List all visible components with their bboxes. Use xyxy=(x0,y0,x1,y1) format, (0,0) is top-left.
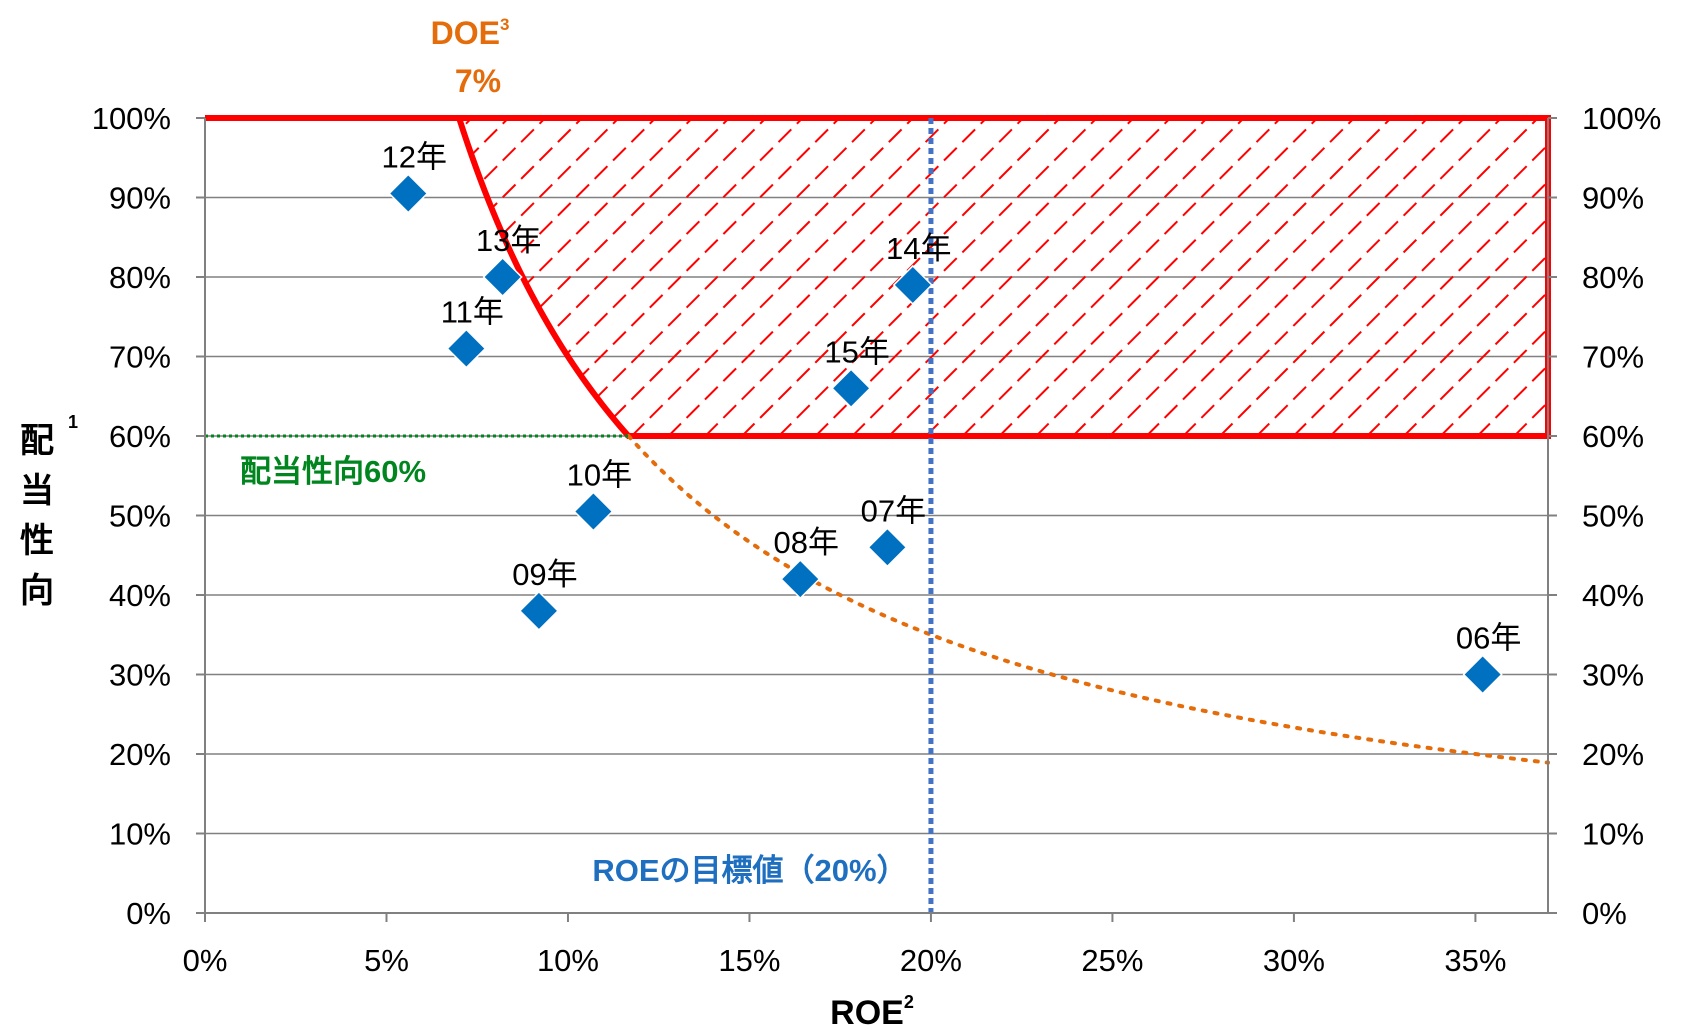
y-tick-label: 20% xyxy=(109,737,171,772)
target-region-outline xyxy=(205,115,1551,439)
y2-tick-label: 80% xyxy=(1582,260,1644,295)
x-tick-label: 35% xyxy=(1444,943,1506,978)
axes: 0% 5% 10% 15% 20% 25% 30% 35% 0% 0% 10% 10% 20% 20% 30… xyxy=(92,101,1662,978)
data-point-label: 10年 xyxy=(567,458,632,493)
y2-tick-label: 50% xyxy=(1582,499,1644,534)
data-point-label: 14年 xyxy=(886,231,951,266)
data-point-label: 11年 xyxy=(441,295,504,330)
data-point-label: 08年 xyxy=(774,525,839,560)
data-point-label: 06年 xyxy=(1456,621,1521,656)
y-axis-title-char: 当 xyxy=(20,472,54,510)
data-point-marker xyxy=(518,590,559,631)
y-tick-label: 40% xyxy=(109,578,171,613)
x-tick-label: 15% xyxy=(718,943,780,978)
data-point-label: 15年 xyxy=(824,334,889,369)
y-tick-label: 30% xyxy=(109,658,171,693)
data-point-marker xyxy=(867,527,908,568)
data-point-marker xyxy=(388,173,429,214)
doe-value-label: 7% xyxy=(455,63,501,99)
y-tick-label: 60% xyxy=(109,419,171,454)
y2-tick-label: 20% xyxy=(1582,737,1644,772)
data-point-marker xyxy=(780,559,821,600)
y2-tick-label: 10% xyxy=(1582,817,1644,852)
y-axis-title-char: 性 xyxy=(20,522,54,560)
x-tick-label: 30% xyxy=(1263,943,1325,978)
x-tick-label: 5% xyxy=(364,943,409,978)
y-tick-label: 70% xyxy=(109,340,171,375)
data-point-label: 12年 xyxy=(382,140,447,175)
y2-tick-label: 70% xyxy=(1582,340,1644,375)
data-point-label: 07年 xyxy=(861,493,926,528)
data-point-label: 13年 xyxy=(476,223,541,258)
y2-tick-label: 100% xyxy=(1582,101,1661,136)
x-tick-label: 20% xyxy=(900,943,962,978)
y-tick-label: 0% xyxy=(126,896,171,931)
doe-label: DOE3 xyxy=(431,15,510,51)
svg-text:配当性向: 配当性向 xyxy=(20,422,54,610)
reference-lines xyxy=(205,118,1550,913)
x-tick-label: 0% xyxy=(183,943,228,978)
y2-tick-label: 90% xyxy=(1582,181,1644,216)
y2-tick-label: 40% xyxy=(1582,578,1644,613)
roe-target-label: ROEの目標値（20%） xyxy=(592,853,907,888)
y-tick-label: 10% xyxy=(109,817,171,852)
y-axis-title-char: 配 xyxy=(20,422,54,460)
y-tick-label: 80% xyxy=(109,260,171,295)
data-point-marker xyxy=(1462,654,1503,695)
data-point-marker xyxy=(573,491,614,532)
y-axis-title: 配当性向 1 xyxy=(20,412,78,610)
doe-curve-line xyxy=(626,434,1550,765)
y2-tick-label: 30% xyxy=(1582,658,1644,693)
target-region xyxy=(205,115,1551,439)
data-point-marker xyxy=(892,264,933,306)
y-tick-label: 100% xyxy=(92,101,171,136)
target-region-hatch xyxy=(459,118,1549,436)
y-axis-title-sup: 1 xyxy=(68,412,78,432)
y-tick-label: 90% xyxy=(109,181,171,216)
y-axis-title-char: 向 xyxy=(20,572,54,610)
data-points: 06年 07年 08年 09年 10年 11年 12年 13年 14年 15年 xyxy=(382,140,1521,695)
data-point-marker xyxy=(831,368,872,409)
x-axis-title: ROE2 xyxy=(830,992,914,1030)
data-point-marker xyxy=(482,256,523,298)
y2-tick-label: 60% xyxy=(1582,419,1644,454)
data-point-marker xyxy=(446,328,487,369)
x-tick-label: 25% xyxy=(1081,943,1143,978)
payout-60-label: 配当性向60% xyxy=(240,454,426,489)
y2-tick-label: 0% xyxy=(1582,896,1627,931)
x-tick-label: 10% xyxy=(537,943,599,978)
y-tick-label: 50% xyxy=(109,499,171,534)
data-point-label: 09年 xyxy=(512,557,577,592)
